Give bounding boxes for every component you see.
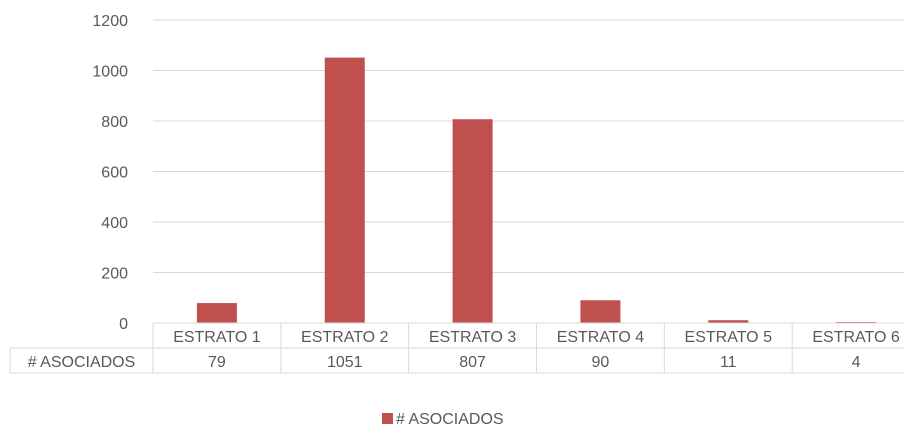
- data-label: 807: [459, 354, 486, 371]
- data-label: 4: [852, 354, 861, 371]
- bar: [324, 57, 365, 324]
- bar: [580, 300, 621, 323]
- category-label: ESTRATO 3: [429, 329, 517, 346]
- data-label: 11: [720, 354, 737, 371]
- category-label: ESTRATO 2: [301, 329, 389, 346]
- bar: [708, 320, 749, 323]
- legend: # ASOCIADOS: [382, 411, 504, 428]
- category-label: ESTRATO 1: [173, 329, 261, 346]
- bars: [196, 57, 877, 324]
- data-label: 79: [208, 354, 226, 371]
- y-tick-label: 200: [101, 266, 128, 283]
- category-label: ESTRATO 4: [557, 329, 645, 346]
- bar: [452, 119, 493, 323]
- data-label: 1051: [327, 354, 363, 371]
- category-label: ESTRATO 6: [812, 329, 900, 346]
- gridlines: [153, 19, 904, 273]
- table-series-label: # ASOCIADOS: [28, 354, 136, 371]
- legend-label: # ASOCIADOS: [396, 411, 504, 428]
- legend-swatch: [382, 413, 393, 424]
- y-tick-label: 600: [101, 165, 128, 182]
- y-tick-label: 0: [119, 316, 128, 333]
- y-tick-label: 400: [101, 215, 128, 232]
- bar: [196, 303, 237, 323]
- data-table: ESTRATO 1 79 ESTRATO 2 1051 ESTRATO 3 807 ESTR…: [9, 322, 904, 374]
- data-label: 90: [592, 354, 610, 371]
- y-tick-label: 1000: [92, 64, 128, 81]
- y-tick-label: 800: [101, 114, 128, 131]
- bar: [836, 321, 877, 323]
- y-tick-label: 1200: [92, 13, 128, 30]
- y-axis: 0 200 400 600 800 1000 1200: [92, 13, 128, 333]
- category-label: ESTRATO 5: [685, 329, 773, 346]
